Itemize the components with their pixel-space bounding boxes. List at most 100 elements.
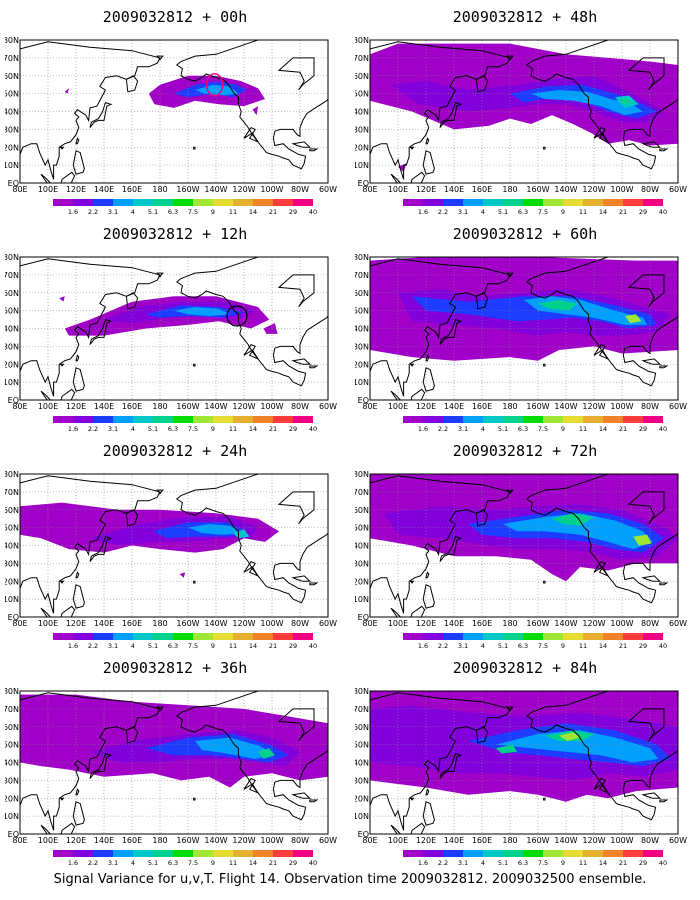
lon-tick-label: 100E — [38, 185, 58, 194]
coastline — [72, 150, 85, 175]
legend-swatch — [133, 199, 153, 206]
lon-tick-label: 100W — [610, 836, 633, 845]
legend-label: 4 — [481, 642, 485, 650]
lon-tick-label: 120E — [66, 619, 86, 628]
coastline — [422, 801, 435, 826]
lon-tick-label: 100W — [260, 402, 283, 411]
coastline — [475, 509, 489, 527]
legend-label: 14 — [249, 208, 257, 216]
legend-label: 1.6 — [68, 859, 78, 867]
legend-swatch — [113, 850, 133, 857]
coastline — [543, 797, 546, 801]
legend-swatch — [273, 416, 293, 423]
legend-label: 40 — [659, 642, 667, 650]
plot-area — [370, 40, 678, 183]
legend-swatch — [443, 199, 463, 206]
legend-label: 40 — [659, 859, 667, 867]
coastline — [390, 607, 402, 617]
legend-label: 14 — [249, 859, 257, 867]
lat-tick-label: 10N — [5, 378, 19, 387]
coastline — [422, 584, 435, 609]
coastline — [156, 706, 164, 712]
legend-swatch — [233, 199, 253, 206]
variance-contour — [412, 296, 657, 329]
legend-swatch — [293, 850, 313, 857]
panel-title: 2009032812 + 60h — [452, 225, 598, 243]
coastline — [641, 575, 662, 582]
coastline — [72, 584, 85, 609]
coastline — [125, 509, 139, 527]
legend-swatch — [623, 850, 643, 857]
legend-label: 40 — [309, 859, 317, 867]
lat-tick-label: 20N — [5, 360, 19, 369]
legend-label: 11 — [229, 859, 237, 867]
coastline — [627, 708, 665, 742]
panel-title: 2009032812 + 00h — [102, 8, 248, 26]
legend-label: 21 — [619, 642, 627, 650]
observation-ring — [205, 72, 224, 97]
legend-swatch — [623, 416, 643, 423]
legend-label: 9 — [211, 425, 215, 433]
plot-frame — [19, 39, 329, 184]
lon-tick-label: 100E — [38, 619, 58, 628]
lon-tick-label: 160E — [472, 185, 492, 194]
legend-label: 1.6 — [68, 208, 78, 216]
legend-label: 5.1 — [498, 425, 508, 433]
legend-swatch — [253, 416, 273, 423]
legend-label: 29 — [639, 425, 647, 433]
lon-tick-label: 100W — [610, 619, 633, 628]
legend-label: 3.1 — [108, 208, 118, 216]
lon-tick-label: 100E — [388, 619, 408, 628]
lon-tick-label: 100W — [260, 185, 283, 194]
legend-swatch — [643, 199, 663, 206]
lon-tick-label: 100W — [610, 402, 633, 411]
lat-tick-label: 60N — [355, 72, 369, 81]
lat-tick-label: 40N — [5, 108, 19, 117]
coastline — [506, 706, 514, 712]
coastline — [390, 173, 402, 183]
coastline — [72, 801, 85, 826]
lat-tick-label: EQ — [358, 396, 369, 405]
coastline — [390, 390, 402, 400]
lon-tick-label: 80W — [641, 619, 659, 628]
variance-contour — [195, 737, 275, 759]
lon-tick-label: 160E — [122, 619, 142, 628]
plot-area — [20, 691, 328, 834]
variance-contour — [258, 748, 275, 759]
lat-tick-label: 30N — [355, 125, 369, 134]
legend-label: 9 — [561, 859, 565, 867]
legend-label: 14 — [599, 859, 607, 867]
legend-swatch — [93, 199, 113, 206]
coastline — [40, 607, 52, 617]
lon-tick-label: 80E — [362, 185, 377, 194]
coastline — [125, 75, 139, 93]
plot-area — [20, 257, 328, 400]
coastline — [156, 489, 164, 495]
legend-label: 1.6 — [68, 642, 78, 650]
legend-label: 1.6 — [68, 425, 78, 433]
legend-swatch — [423, 850, 443, 857]
lon-tick-label: 80E — [12, 836, 27, 845]
lat-tick-label: 70N — [5, 54, 19, 63]
coastline — [20, 475, 161, 614]
lat-tick-label: 60N — [5, 72, 19, 81]
legend-swatch — [153, 850, 173, 857]
lon-tick-label: 140W — [204, 185, 227, 194]
legend-label: 9 — [561, 208, 565, 216]
variance-contour — [59, 296, 65, 302]
variance-contour — [232, 529, 250, 539]
plot-frame — [369, 473, 679, 618]
lat-tick-label: 80N — [355, 687, 369, 696]
legend-label: 29 — [639, 859, 647, 867]
coastline — [125, 726, 139, 744]
coastline — [291, 575, 312, 582]
legend-swatch — [503, 199, 523, 206]
coastline — [277, 274, 315, 308]
legend-swatch — [583, 416, 603, 423]
legend-swatch — [523, 416, 543, 423]
lat-tick-label: 10N — [355, 378, 369, 387]
legend-label: 21 — [269, 425, 277, 433]
